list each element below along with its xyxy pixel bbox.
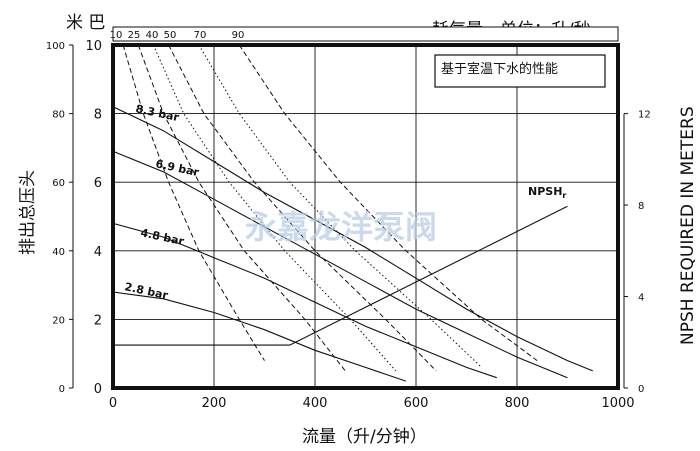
outer-axis-label: 排出总压头	[18, 170, 38, 255]
right-tick-label: 8	[638, 201, 644, 212]
inner-left-tick-label: 0	[94, 382, 102, 397]
series-line-npshr	[113, 205, 568, 346]
x-tick-label: 200	[202, 396, 227, 411]
series-line-50	[168, 44, 437, 372]
watermark: 永嘉龙洋泵阀	[245, 208, 437, 246]
inner-left-tick-label: 6	[94, 176, 102, 191]
series-line-90	[238, 44, 538, 362]
right-tick-label: 4	[638, 293, 644, 304]
note-box	[434, 54, 606, 88]
series-line-2-8-bar	[112, 291, 407, 382]
outer-left-tick-label: 100	[46, 41, 65, 52]
inner-left-tick-label: 8	[94, 108, 102, 123]
top-tick-label: 90	[232, 30, 245, 41]
outer-left-tick-label: 80	[52, 110, 65, 121]
series-label: 6.9 bar	[154, 157, 200, 179]
x-tick-label: 400	[303, 396, 328, 411]
outer-left-tick-label: 20	[52, 315, 65, 326]
outer-left-tick-label: 0	[59, 384, 65, 395]
inner-left-tick-label: 2	[94, 313, 102, 328]
top-tick-label: 40	[146, 30, 159, 41]
right-axis-label: NPSH REQUIRED IN METERS	[678, 106, 698, 345]
air-consumption-strip	[112, 26, 619, 42]
inner-left-tick-label: 4	[94, 245, 102, 260]
top-tick-label: 25	[128, 30, 141, 41]
series-line-10	[122, 44, 265, 361]
x-tick-label: 0	[109, 396, 117, 411]
top-tick-label: 10	[110, 30, 123, 41]
right-tick-label: 0	[638, 384, 644, 395]
top-tick-label: 50	[164, 30, 177, 41]
series-line-6-9-bar	[112, 150, 568, 379]
series-line-8-3-bar	[112, 106, 594, 372]
series-line-70	[198, 44, 482, 368]
top-tick-label: 70	[194, 30, 207, 41]
inner-axis-label: 米 巴	[66, 13, 105, 33]
series-label: 8.3 bar	[134, 102, 180, 124]
series-label-npshr: NPSHr	[528, 185, 566, 200]
plot-frame	[111, 43, 620, 390]
series-line-25	[137, 44, 346, 372]
series-label: 4.8 bar	[139, 226, 185, 248]
note-text: 基于室温下水的性能	[441, 61, 558, 77]
series-label: 2.8 bar	[123, 280, 169, 302]
outer-left-tick-label: 60	[52, 178, 65, 189]
x-axis-label: 流量（升/分钟）	[302, 427, 427, 447]
outer-left-tick-label: 40	[52, 247, 65, 258]
x-tick-label: 600	[404, 396, 429, 411]
series-line-4-8-bar	[112, 222, 497, 379]
right-tick-label: 12	[638, 110, 651, 121]
x-tick-label: 800	[505, 396, 530, 411]
inner-left-tick-label: 10	[85, 39, 102, 54]
series-line-40	[152, 44, 397, 372]
x-tick-label: 1000	[601, 396, 634, 411]
